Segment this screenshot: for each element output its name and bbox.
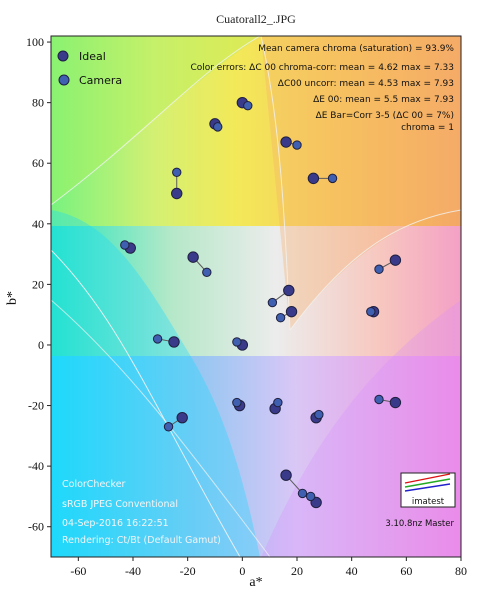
ideal-point — [389, 254, 402, 266]
y-tick-label: 0 — [38, 338, 44, 352]
y-tick-label: -40 — [28, 459, 44, 473]
y-tick-label: 60 — [32, 156, 44, 170]
legend-ideal-label: Ideal — [79, 50, 106, 63]
imatest-logo-line-blue — [404, 483, 451, 492]
y-axis-ticks: -60 -40 -20 0 20 40 60 80 100 — [26, 35, 51, 534]
ideal-point — [307, 172, 320, 185]
camera-point — [374, 264, 384, 274]
plot-frame — [50, 35, 462, 558]
camera-point — [366, 306, 376, 317]
x-tick-label: 0 — [239, 564, 245, 578]
camera-point — [243, 100, 253, 111]
legend-camera-marker — [58, 74, 70, 86]
legend-ideal-marker — [57, 50, 69, 62]
overlay-bottom-left-line-4: Rendering: Ct/Bt (Default Gamut) — [62, 535, 221, 546]
imatest-logo-line-green — [404, 478, 451, 488]
y-axis-label: b* — [5, 291, 20, 305]
overlay-line-6: chroma = 1 — [401, 123, 454, 133]
overlay-line-2: Color errors: ΔC 00 chroma-corr: mean = … — [190, 63, 454, 73]
camera-point — [273, 397, 283, 408]
y-tick-label: 80 — [32, 96, 44, 110]
data-points — [120, 96, 402, 509]
x-tick-label: 20 — [291, 564, 303, 578]
imatest-logo: imatest 3.10.8nz Master — [385, 472, 456, 529]
camera-point — [314, 409, 324, 420]
y-tick-label: -60 — [28, 520, 44, 534]
camera-point — [292, 140, 302, 150]
camera-point — [267, 297, 278, 308]
camera-point — [213, 122, 223, 132]
imatest-logo-line-red — [404, 473, 451, 484]
overlay-bottom-left-line-1: ColorChecker — [62, 479, 126, 490]
legend-camera-label: Camera — [79, 74, 122, 87]
overlay-bottom-left-line-2: sRGB JPEG Conventional — [62, 499, 178, 510]
ideal-point — [187, 251, 199, 263]
camera-point — [202, 267, 212, 277]
imatest-logo-text: imatest — [412, 497, 445, 507]
chart-title: Cuatorall2_.JPG — [216, 12, 296, 26]
x-axis-ticks: -60 -40 -20 0 20 40 60 80 — [70, 557, 467, 578]
ideal-point — [389, 396, 402, 409]
ideal-point — [280, 469, 292, 481]
y-tick-label: 40 — [32, 217, 44, 231]
y-tick-label: 100 — [26, 35, 44, 49]
x-tick-label: 80 — [455, 564, 467, 578]
legend: Ideal Camera — [57, 50, 122, 87]
camera-point — [120, 240, 130, 250]
overlay-line-4: ΔE 00: mean = 5.5 max = 7.93 — [313, 95, 454, 105]
camera-point — [305, 491, 316, 502]
camera-point — [232, 397, 242, 408]
x-tick-label: 40 — [346, 564, 358, 578]
y-tick-label: 20 — [32, 277, 44, 291]
overlay-line-5: ΔE Bar=Corr 3-5 (ΔC 00 = 7%) — [316, 111, 454, 121]
x-tick-label: -40 — [125, 564, 141, 578]
ideal-point — [171, 187, 183, 200]
overlay-line-3: ΔC00 uncorr: mean = 4.53 max = 7.93 — [278, 79, 454, 89]
camera-point — [152, 334, 163, 344]
x-tick-label: 60 — [400, 564, 412, 578]
camera-point — [172, 167, 182, 178]
x-tick-label: -60 — [70, 564, 86, 578]
ideal-point — [168, 336, 180, 348]
overlay-bottom-left-line-3: 04-Sep-2016 16:22:51 — [62, 518, 169, 529]
x-axis-label: a* — [249, 575, 262, 590]
y-tick-label: -20 — [28, 399, 44, 413]
overlay-top-right: Mean camera chroma (saturation) = 93.9% … — [190, 44, 454, 133]
ideal-point — [283, 284, 295, 297]
camera-point — [163, 422, 174, 432]
camera-point — [275, 313, 286, 323]
camera-point — [232, 337, 242, 347]
camera-point — [374, 394, 384, 405]
camera-point — [297, 488, 308, 499]
overlay-bottom-left: ColorChecker sRGB JPEG Conventional 04-S… — [62, 479, 221, 546]
x-tick-label: -20 — [180, 564, 196, 578]
ideal-point — [280, 136, 292, 148]
camera-point — [327, 173, 338, 184]
overlay-line-1: Mean camera chroma (saturation) = 93.9% — [258, 44, 454, 54]
ideal-point — [176, 411, 188, 424]
imatest-version-text: 3.10.8nz Master — [385, 519, 454, 529]
ideal-point — [285, 305, 298, 318]
